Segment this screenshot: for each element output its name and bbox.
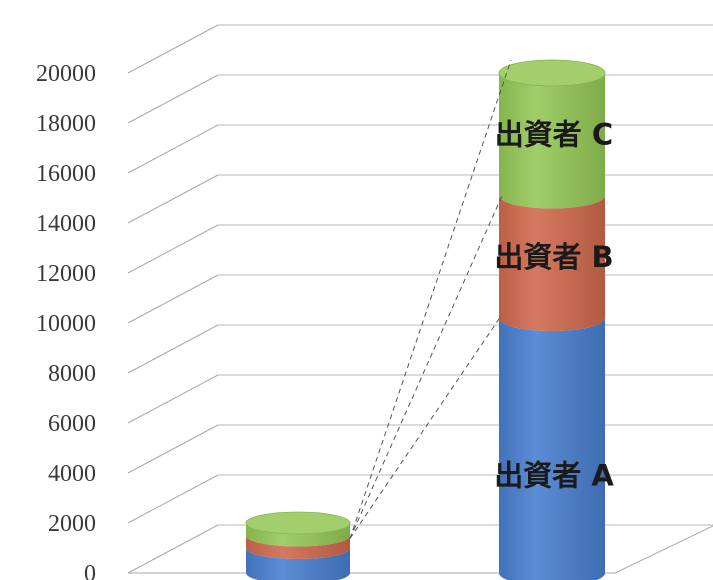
floor-right-edge — [614, 525, 713, 574]
y-tick-label: 2000 — [48, 511, 96, 537]
segment-label: 出資者 B — [494, 240, 613, 274]
grid — [127, 24, 713, 574]
cylinder-top-cap — [498, 59, 606, 87]
y-tick-label: 4000 — [48, 461, 96, 487]
gridline-diagonal — [127, 324, 219, 374]
segment-label: 出資者 A — [494, 459, 614, 493]
bar-segment — [499, 73, 605, 209]
gridline-diagonal — [127, 224, 219, 274]
connector-line — [349, 59, 512, 539]
bar-segment — [499, 318, 605, 580]
connector-lines — [349, 59, 512, 539]
gridline-diagonal — [127, 24, 219, 74]
gridline-diagonal — [127, 524, 219, 574]
y-tick-label: 14000 — [36, 211, 96, 237]
segment-labels: 出資者 A 出資者 B 出資者 C — [494, 117, 614, 492]
connector-line — [349, 315, 502, 539]
gridline-diagonal — [127, 74, 219, 124]
y-tick-label: 18000 — [36, 111, 96, 137]
gridline-diagonal — [127, 374, 219, 424]
connector-line — [349, 193, 504, 539]
cylinders — [245, 59, 606, 580]
bar-segment — [499, 195, 605, 331]
gridline-diagonal — [127, 274, 219, 324]
gridline-diagonal — [127, 174, 219, 224]
gridline-diagonal — [127, 474, 219, 524]
y-tick-label: 8000 — [48, 361, 96, 387]
cylinder-top-cap — [245, 511, 351, 535]
y-tick-label: 0 — [84, 561, 96, 580]
gridline-diagonal — [127, 124, 219, 174]
bar-segment — [246, 523, 350, 547]
y-tick-label: 12000 — [36, 261, 96, 287]
segment-label: 出資者 C — [495, 117, 613, 151]
y-tick-label: 20000 — [36, 61, 96, 87]
y-tick-label: 6000 — [48, 411, 96, 437]
bar-segment — [246, 548, 350, 580]
gridline-diagonal — [127, 424, 219, 474]
bar-segment — [246, 535, 350, 559]
y-tick-label: 10000 — [36, 311, 96, 337]
y-tick-label: 16000 — [36, 161, 96, 187]
y-axis-ticks: 0 2000 4000 6000 8000 10000 12000 14000 16000 180… — [36, 61, 96, 580]
